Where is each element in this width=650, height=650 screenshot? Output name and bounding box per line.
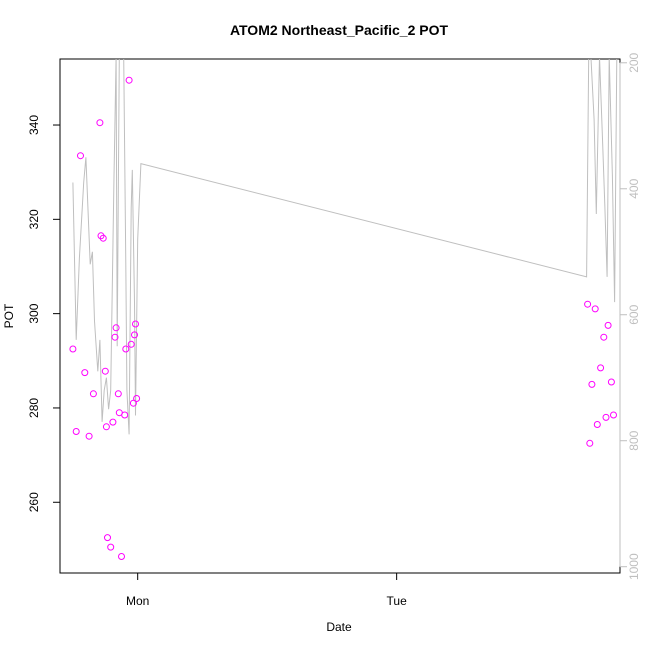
y-tick-label: 300 — [27, 303, 41, 323]
data-point — [586, 439, 594, 447]
data-point — [132, 320, 139, 328]
y-tick-label: 280 — [27, 398, 41, 418]
plot-area — [59, 58, 621, 574]
data-point — [114, 390, 122, 398]
data-point — [118, 553, 125, 560]
y-axis-label: POT — [2, 303, 16, 328]
data-point — [591, 305, 599, 313]
data-point — [133, 395, 141, 402]
right-y-tick-label: 400 — [627, 178, 641, 198]
x-axis-label: Date — [326, 620, 352, 634]
data-point — [81, 369, 89, 377]
data-point — [112, 324, 120, 332]
chart-title: ATOM2 Northeast_Pacific_2 POT — [230, 22, 449, 38]
data-point — [125, 76, 133, 84]
data-point — [131, 331, 138, 339]
point-series — [69, 76, 617, 560]
data-point — [121, 411, 129, 419]
y-tick-label: 320 — [27, 209, 41, 229]
data-point — [602, 413, 610, 421]
data-point — [600, 333, 608, 341]
data-point — [597, 364, 605, 372]
data-point — [72, 428, 80, 435]
data-point — [593, 421, 601, 428]
data-point — [584, 300, 592, 308]
data-point — [101, 367, 109, 375]
series-line — [72, 59, 618, 435]
data-point — [89, 390, 97, 398]
y-tick-label: 260 — [27, 492, 41, 512]
right-y-tick-label: 600 — [627, 304, 641, 324]
data-point — [77, 152, 84, 160]
y-tick-label: 340 — [27, 115, 41, 135]
data-point — [109, 418, 117, 426]
data-point — [610, 411, 617, 419]
line-series — [72, 59, 618, 435]
right-y-tick-label: 200 — [627, 52, 641, 72]
data-point — [127, 340, 135, 348]
data-point — [129, 399, 137, 407]
data-point — [85, 432, 93, 440]
data-point — [102, 423, 110, 431]
y-axis: 260 280 300 320 340 — [27, 115, 61, 512]
data-point — [99, 234, 107, 242]
x-tick-label: Mon — [126, 594, 149, 608]
right-y-tick-label: 800 — [627, 430, 641, 450]
data-point — [96, 119, 104, 127]
data-point — [107, 543, 115, 551]
data-point — [604, 321, 612, 329]
x-axis: Mon Tue — [126, 572, 408, 608]
right-y-tick-label: 1000 — [627, 553, 641, 580]
data-point — [122, 345, 130, 353]
data-point — [104, 534, 111, 542]
data-point — [97, 232, 105, 240]
data-point — [588, 380, 596, 388]
data-point — [607, 378, 615, 386]
data-point — [69, 345, 77, 353]
data-point — [111, 333, 119, 341]
x-tick-label: Tue — [387, 594, 408, 608]
right-y-axis: 200 400 600 800 1000 — [619, 52, 641, 580]
